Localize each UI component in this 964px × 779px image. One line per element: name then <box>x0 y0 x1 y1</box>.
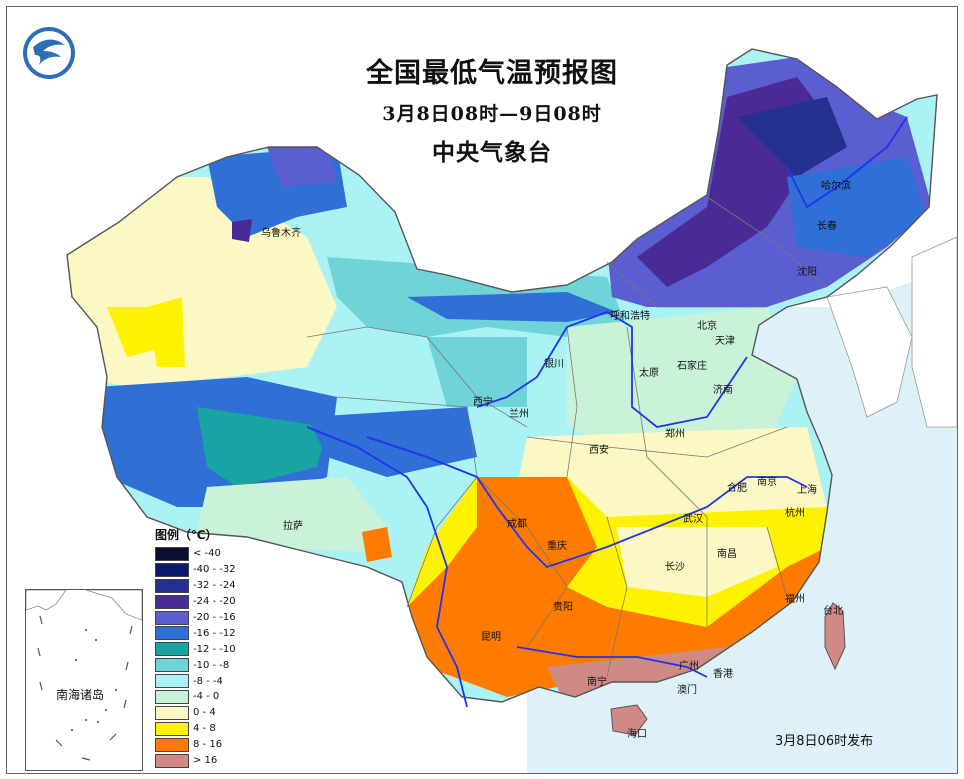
map-frame: 全国最低气温预报图 3月8日08时—9日08时 中央气象台 乌鲁木齐 哈尔滨 长… <box>6 6 958 774</box>
legend-item: -10 - -8 <box>155 657 247 673</box>
legend-swatch <box>155 562 189 577</box>
city-label: 杭州 <box>785 508 805 519</box>
city-label: 成都 <box>507 519 527 530</box>
province-borders <box>306 196 828 678</box>
legend-item: -12 - -10 <box>155 641 247 657</box>
city-label: 南昌 <box>717 549 737 560</box>
legend-item: -8 - -4 <box>155 673 247 689</box>
legend-swatch <box>155 626 189 641</box>
city-label: 澳门 <box>677 685 697 696</box>
legend-swatch <box>155 674 189 689</box>
legend-item: 4 - 8 <box>155 721 247 737</box>
city-label: 兰州 <box>509 409 529 420</box>
city-label: 郑州 <box>665 429 685 440</box>
legend-label: -10 - -8 <box>193 659 230 671</box>
legend-label: -16 - -12 <box>193 627 236 639</box>
inset-map <box>26 590 142 761</box>
legend-swatch <box>155 753 189 768</box>
legend-item: < -40 <box>155 546 247 562</box>
city-label: 西宁 <box>473 397 493 408</box>
legend-swatch <box>155 689 189 704</box>
forecast-period: 3月8日08时—9日08时 <box>382 103 602 125</box>
legend-swatch <box>155 594 189 609</box>
city-label: 长春 <box>817 221 837 232</box>
legend-swatch <box>155 642 189 657</box>
city-label: 贵阳 <box>553 602 573 613</box>
city-label: 长沙 <box>665 562 685 573</box>
legend-item: -24 - -20 <box>155 594 247 610</box>
city-label: 北京 <box>697 321 717 332</box>
legend-item: 8 - 16 <box>155 737 247 753</box>
city-label: 哈尔滨 <box>821 181 851 192</box>
legend-label: < -40 <box>193 548 221 560</box>
south-china-sea-inset: 南海诸岛 <box>25 589 143 771</box>
city-label: 武汉 <box>683 514 703 525</box>
city-label: 天津 <box>715 336 735 347</box>
map-title: 全国最低气温预报图 <box>366 58 618 89</box>
legend-label: -40 - -32 <box>193 564 236 576</box>
city-label: 济南 <box>713 385 733 396</box>
city-label: 沈阳 <box>797 267 817 278</box>
legend-label: 4 - 8 <box>193 723 216 735</box>
city-label: 南宁 <box>587 677 607 688</box>
legend: 图例（℃） < -40 -40 - -32 -32 - -24 -24 - -20 -2… <box>155 526 247 768</box>
legend-item: -4 - 0 <box>155 689 247 705</box>
city-label: 合肥 <box>727 483 747 494</box>
city-label: 石家庄 <box>677 361 707 372</box>
legend-item: -32 - -24 <box>155 578 247 594</box>
korean-peninsula <box>826 286 913 418</box>
city-label: 呼和浩特 <box>610 311 650 322</box>
city-label: 南京 <box>757 477 777 488</box>
inset-label: 南海诸岛 <box>56 688 105 702</box>
city-label: 乌鲁木齐 <box>261 228 301 239</box>
china-border <box>66 48 938 703</box>
city-label: 重庆 <box>547 541 567 552</box>
legend-swatch <box>155 610 189 625</box>
legend-swatch <box>155 721 189 736</box>
legend-title: 图例（℃） <box>155 528 218 542</box>
temperature-map <box>66 48 957 773</box>
city-label: 上海 <box>797 485 817 496</box>
legend-item: -20 - -16 <box>155 610 247 626</box>
east-sea <box>567 267 957 773</box>
city-label: 福州 <box>785 594 805 605</box>
taiwan-island <box>824 602 846 671</box>
japan-land <box>911 236 957 428</box>
legend-label: > 16 <box>193 755 218 767</box>
city-label: 西安 <box>589 445 609 456</box>
city-label: 台北 <box>823 606 843 617</box>
legend-item: 0 - 4 <box>155 705 247 721</box>
legend-label: 8 - 16 <box>193 739 223 751</box>
legend-item: > 16 <box>155 753 247 769</box>
legend-item: -16 - -12 <box>155 625 247 641</box>
legend-swatch <box>155 658 189 673</box>
issuer: 中央气象台 <box>432 139 552 166</box>
city-label: 香港 <box>713 669 733 680</box>
legend-label: 0 - 4 <box>193 707 216 719</box>
city-label: 拉萨 <box>283 521 303 532</box>
legend-label: -32 - -24 <box>193 580 236 592</box>
legend-swatch <box>155 578 189 593</box>
legend-label: -20 - -16 <box>193 612 236 623</box>
legend-label: -12 - -10 <box>193 643 236 655</box>
hainan-island <box>610 704 648 736</box>
legend-item: -40 - -32 <box>155 562 247 578</box>
legend-label: -4 - 0 <box>193 691 220 703</box>
city-label: 海口 <box>627 729 647 740</box>
legend-swatch <box>155 737 189 752</box>
city-label: 广州 <box>679 661 699 672</box>
cma-logo <box>21 25 77 85</box>
city-label: 太原 <box>639 368 659 379</box>
legend-swatch <box>155 546 189 561</box>
city-label: 银川 <box>544 359 564 370</box>
legend-swatch <box>155 705 189 720</box>
city-label: 昆明 <box>481 632 501 643</box>
rivers <box>306 116 908 708</box>
legend-label: -8 - -4 <box>193 675 223 687</box>
legend-label: -24 - -20 <box>193 596 236 608</box>
issue-time: 3月8日06时发布 <box>775 734 874 749</box>
